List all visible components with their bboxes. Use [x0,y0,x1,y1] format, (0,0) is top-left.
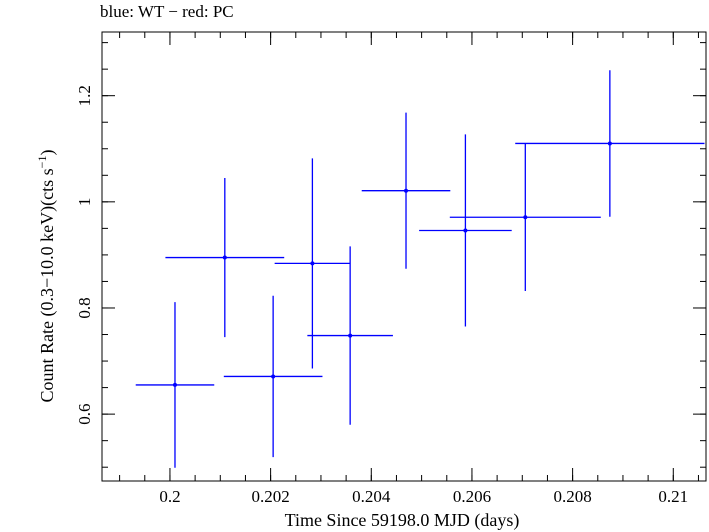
data-point [307,246,393,425]
y-axis-label-close: ) [37,150,58,156]
data-marker [607,141,612,146]
y-tick-label: 0.6 [75,404,94,425]
data-marker [463,228,468,233]
x-tick-label: 0.21 [658,487,688,506]
data-point [135,302,215,468]
data-marker [271,374,276,379]
data-point [419,134,512,327]
data-point [449,143,601,291]
data-marker [404,188,409,193]
y-axis-label-superscript: −1 [35,156,49,169]
data-marker [348,333,353,338]
data-points [135,70,705,468]
data-marker [310,261,315,266]
y-tick-label: 1.2 [75,85,94,106]
data-point [515,70,705,217]
y-axis-label-main: Count Rate (0.3−10.0 keV)(cts s [37,168,58,402]
x-tick-labels: 0.2 0.202 0.204 0.206 0.208 0.21 [159,487,688,506]
plot-frame [101,31,707,482]
x-tick-label: 0.208 [553,487,591,506]
y-axis-label: Count Rate (0.3−10.0 keV)(cts s−1) [35,150,58,403]
data-point [274,158,351,369]
x-tick-label: 0.202 [251,487,289,506]
y-tick-labels: 0.6 0.8 1 1.2 [75,85,94,425]
x-tick-label: 0.2 [159,487,180,506]
y-tick-label: 1 [75,198,94,207]
chart-title: blue: WT − red: PC [100,2,234,21]
data-marker [172,382,177,387]
data-point [223,295,323,458]
x-tick-label: 0.206 [453,487,491,506]
data-marker [222,255,227,260]
data-point [165,177,285,338]
x-axis-label: Time Since 59198.0 MJD (days) [285,510,520,531]
data-point [361,112,451,269]
y-tick-label: 0.8 [75,297,94,318]
data-marker [523,215,528,220]
x-tick-label: 0.204 [352,487,391,506]
axis-ticks [102,32,706,481]
